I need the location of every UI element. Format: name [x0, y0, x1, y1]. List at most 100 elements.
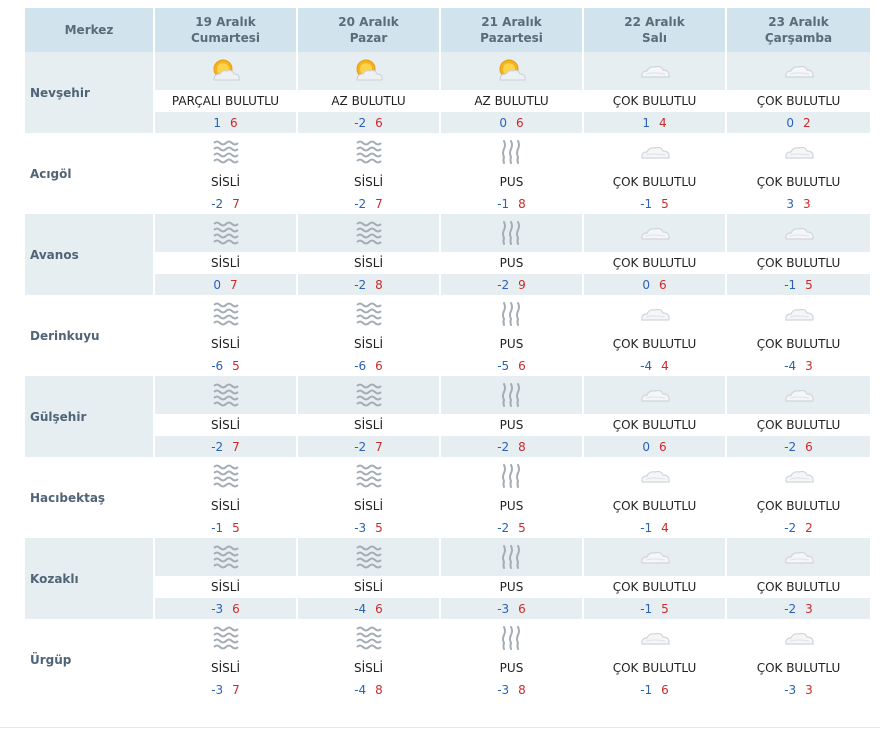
cloud-icon [727, 52, 870, 90]
day-header: 22 Aralık Salı [584, 8, 727, 52]
day-date: 19 Aralık [195, 15, 256, 29]
fog-icon [155, 619, 296, 657]
location-name[interactable]: Derinkuyu [25, 295, 155, 376]
cloud-icon [584, 457, 725, 495]
center-header: Merkez [25, 8, 155, 52]
condition-text: SİSLİ [155, 576, 296, 598]
location-name[interactable]: Hacıbektaş [25, 457, 155, 538]
min-temp: -2 [497, 439, 510, 454]
forecast-cell: SİSLİ -3 6 [155, 538, 298, 619]
day-date: 23 Aralık [768, 15, 829, 29]
temperature-range: -6 6 [298, 355, 439, 376]
fog-icon [298, 457, 439, 495]
condition-text: SİSLİ [155, 414, 296, 436]
condition-text: ÇOK BULUTLU [584, 495, 725, 517]
temperature-range: -3 5 [298, 517, 439, 538]
max-temp: 7 [375, 439, 383, 454]
temperature-range: -2 8 [298, 274, 439, 295]
condition-text: SİSLİ [298, 576, 439, 598]
min-temp: -2 [354, 439, 367, 454]
max-temp: 6 [375, 115, 383, 130]
min-temp: 0 [786, 115, 794, 130]
forecast-cell: AZ BULUTLU 0 6 [441, 52, 584, 133]
sun-cloud-icon [298, 52, 439, 90]
table-row: Derinkuyu SİSLİ -6 5 SİSLİ -6 6 PUS -5 6 ÇOK BULUT… [25, 295, 871, 376]
location-name[interactable]: Gülşehir [25, 376, 155, 457]
min-temp: -2 [211, 196, 224, 211]
temperature-range: -5 6 [441, 355, 582, 376]
max-temp: 3 [805, 682, 813, 697]
min-temp: -3 [354, 520, 367, 535]
forecast-cell: ÇOK BULUTLU 0 2 [727, 52, 870, 133]
table-header: Merkez 19 Aralık Cumartesi 20 Aralık Paz… [25, 8, 871, 52]
location-name[interactable]: Ürgüp [25, 619, 155, 700]
forecast-cell: ÇOK BULUTLU -1 4 [584, 457, 727, 538]
temperature-range: -4 3 [727, 355, 870, 376]
haze-icon [441, 295, 582, 333]
min-temp: -3 [497, 601, 510, 616]
temperature-range: -2 6 [298, 112, 439, 133]
fog-icon [155, 376, 296, 414]
day-weekday: Çarşamba [764, 31, 833, 45]
temperature-range: -1 4 [584, 517, 725, 538]
temperature-range: -1 5 [584, 598, 725, 619]
condition-text: AZ BULUTLU [298, 90, 439, 112]
temperature-range: -2 5 [441, 517, 582, 538]
day-weekday: Cumartesi [191, 31, 260, 45]
condition-text: SİSLİ [298, 657, 439, 679]
max-temp: 5 [518, 520, 526, 535]
table-row: Hacıbektaş SİSLİ -1 5 SİSLİ -3 5 PUS -2 5 ÇOK BULU… [25, 457, 871, 538]
condition-text: PUS [441, 333, 582, 355]
day-date: 22 Aralık [624, 15, 685, 29]
temperature-range: -2 7 [155, 193, 296, 214]
min-temp: -2 [497, 520, 510, 535]
max-temp: 6 [230, 115, 238, 130]
cloud-icon [727, 538, 870, 576]
condition-text: SİSLİ [155, 171, 296, 193]
min-temp: -3 [211, 682, 224, 697]
fog-icon [298, 376, 439, 414]
cloud-icon [727, 457, 870, 495]
max-temp: 2 [805, 520, 813, 535]
temperature-range: -2 8 [441, 436, 582, 457]
day-date: 20 Aralık [338, 15, 399, 29]
min-temp: -1 [497, 196, 510, 211]
min-temp: -2 [211, 439, 224, 454]
max-temp: 7 [375, 196, 383, 211]
table-row: Kozaklı SİSLİ -3 6 SİSLİ -4 6 PUS -3 6 ÇOK BULUTLU… [25, 538, 871, 619]
location-name[interactable]: Kozaklı [25, 538, 155, 619]
fog-icon [298, 538, 439, 576]
cloud-icon [727, 295, 870, 333]
location-name[interactable]: Nevşehir [25, 52, 155, 133]
fog-icon [298, 619, 439, 657]
condition-text: PUS [441, 252, 582, 274]
fog-icon [298, 214, 439, 252]
temperature-range: -1 5 [584, 193, 725, 214]
day-date: 21 Aralık [481, 15, 542, 29]
forecast-cell: ÇOK BULUTLU -2 3 [727, 538, 870, 619]
condition-text: ÇOK BULUTLU [727, 90, 870, 112]
condition-text: SİSLİ [155, 252, 296, 274]
min-temp: -4 [354, 601, 367, 616]
cloud-icon [584, 538, 725, 576]
location-name[interactable]: Acıgöl [25, 133, 155, 214]
forecast-cell: SİSLİ -1 5 [155, 457, 298, 538]
haze-icon [441, 214, 582, 252]
max-temp: 6 [516, 115, 524, 130]
location-name[interactable]: Avanos [25, 214, 155, 295]
min-temp: -2 [354, 196, 367, 211]
condition-text: SİSLİ [298, 495, 439, 517]
forecast-cell: SİSLİ -2 7 [155, 376, 298, 457]
temperature-range: -2 9 [441, 274, 582, 295]
temperature-range: -2 2 [727, 517, 870, 538]
min-temp: 1 [642, 115, 650, 130]
min-temp: 1 [213, 115, 221, 130]
haze-icon [441, 133, 582, 171]
min-temp: -1 [640, 196, 653, 211]
cloud-icon [584, 52, 725, 90]
day-weekday: Pazar [349, 31, 388, 45]
max-temp: 6 [661, 682, 669, 697]
